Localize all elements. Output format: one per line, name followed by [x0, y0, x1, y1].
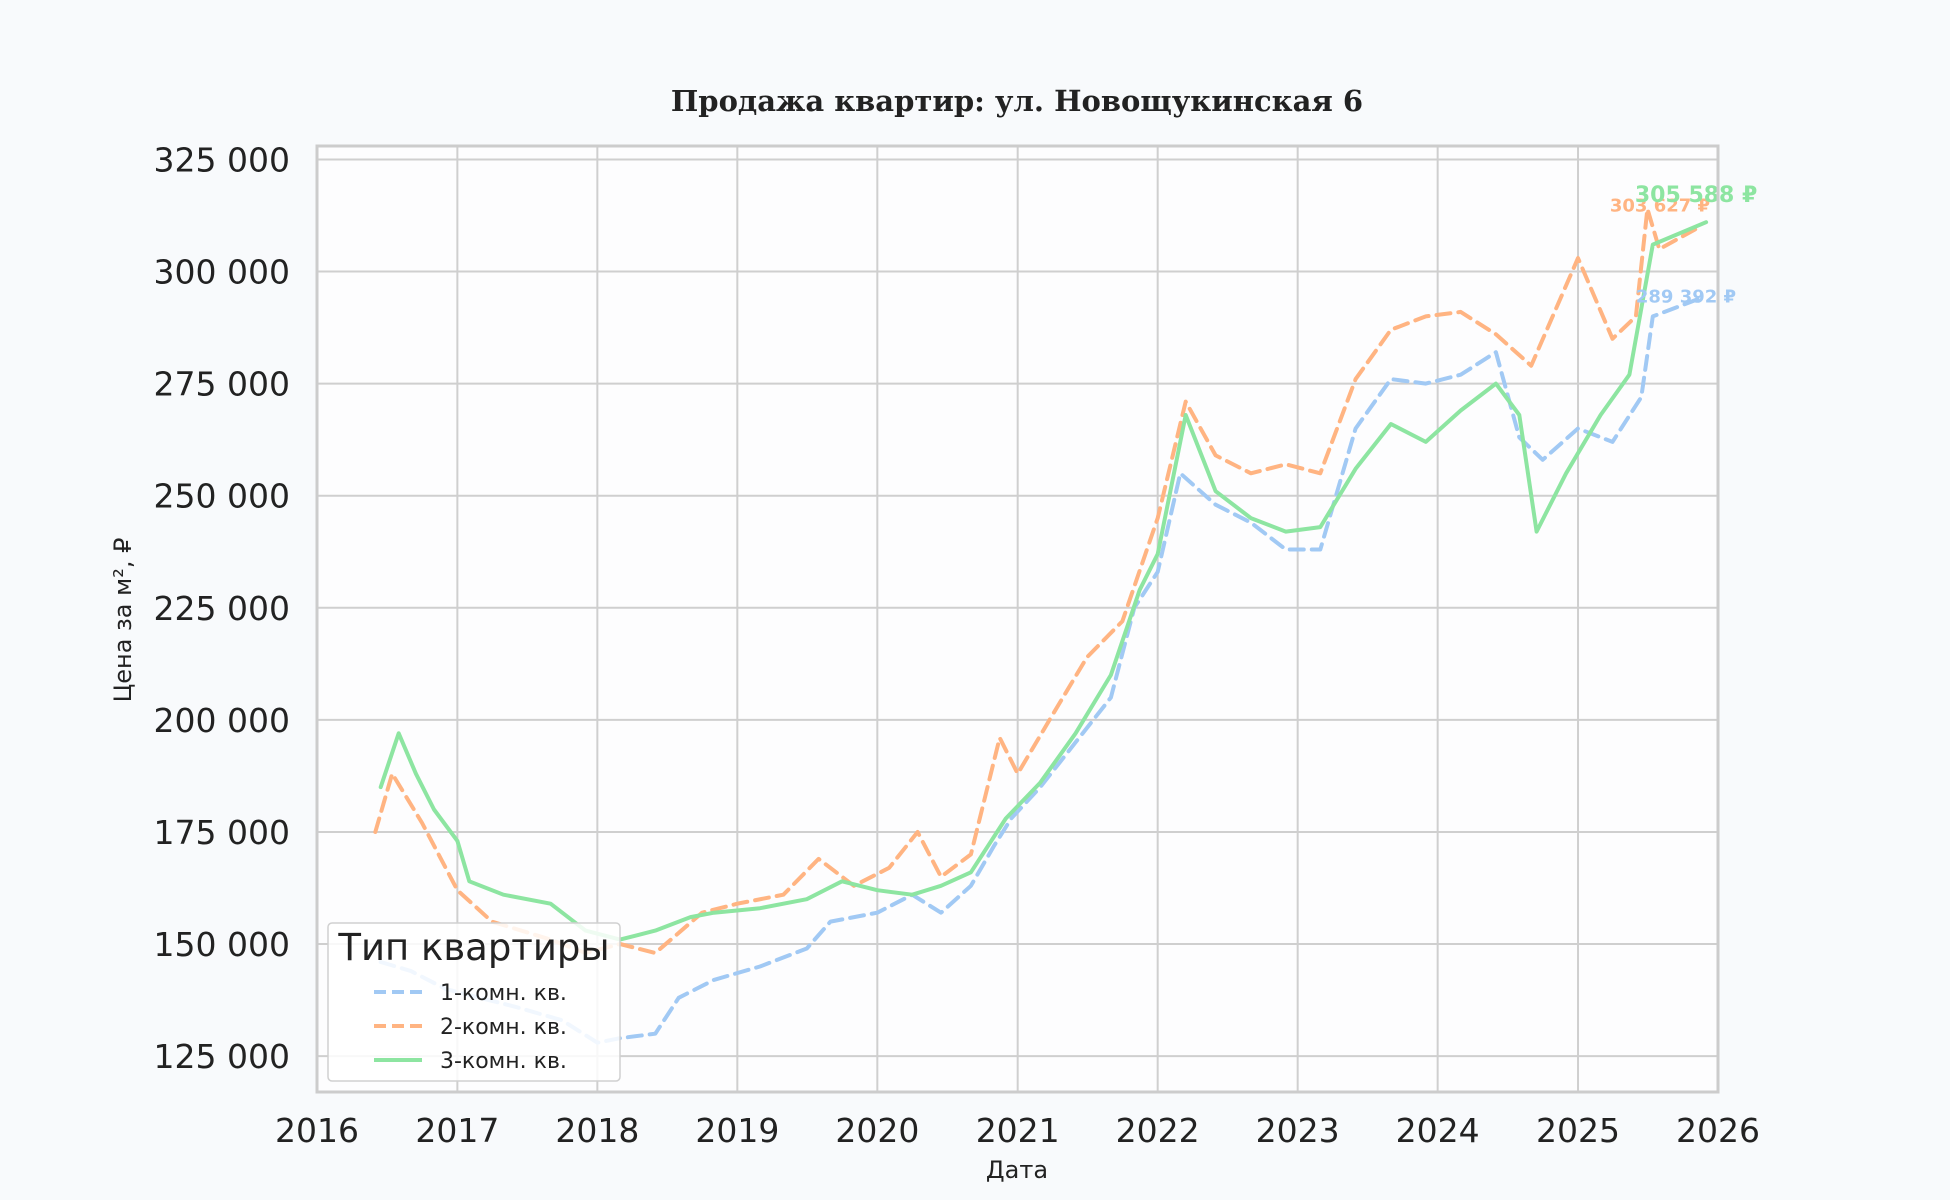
x-tick-label: 2016: [275, 1111, 359, 1150]
y-tick-label: 300 000: [154, 253, 290, 292]
y-tick-label: 125 000: [154, 1037, 290, 1076]
x-tick-label: 2024: [1396, 1111, 1480, 1150]
x-tick-label: 2020: [835, 1111, 919, 1150]
y-tick-label: 225 000: [154, 589, 290, 628]
end-labels: 289 392 ₽ 303 627 ₽305 588 ₽: [1610, 183, 1757, 307]
y-axis-label: Цена за м², ₽: [109, 538, 137, 703]
x-tick-label: 2018: [555, 1111, 639, 1150]
y-tick-label: 175 000: [154, 813, 290, 852]
legend-label-3: 3-комн. кв.: [440, 1049, 567, 1074]
end-label-series-1: 289 392 ₽: [1636, 286, 1736, 307]
x-tick-label: 2025: [1536, 1111, 1620, 1150]
legend-label-1: 1-комн. кв.: [440, 981, 567, 1006]
y-tick-label: 325 000: [154, 140, 290, 179]
chart-title: Продажа квартир: ул. Новощукинская 6: [671, 84, 1363, 118]
legend-items: 1-комн. кв. 2-комн. кв. 3-комн. кв.: [374, 981, 567, 1074]
legend-label-2: 2-комн. кв.: [440, 1015, 567, 1040]
legend: Тип квартиры 1-комн. кв. 2-комн. кв. 3-ком…: [327, 922, 621, 1082]
y-tick-label: 200 000: [154, 701, 290, 740]
end-label-series-3: 305 588 ₽: [1635, 183, 1757, 208]
series-line-3: [378, 220, 1709, 942]
y-tick-label: 250 000: [154, 477, 290, 516]
x-tick-label: 2023: [1256, 1111, 1340, 1150]
legend-title: Тип квартиры: [337, 926, 609, 969]
x-tick-label: 2017: [415, 1111, 499, 1150]
y-axis-ticks: 125 000 150 000 175 000 200 000 225 000 250 0…: [154, 140, 290, 1076]
y-tick-label: 150 000: [154, 925, 290, 964]
legend-box: [327, 922, 621, 1082]
plot-frame: [315, 144, 1720, 1094]
y-tick-label: 275 000: [154, 365, 290, 404]
x-tick-label: 2026: [1676, 1111, 1760, 1150]
end-label-series-2: 303 627 ₽: [1610, 196, 1710, 217]
x-tick-label: 2022: [1116, 1111, 1200, 1150]
x-axis-ticks: 2016 2017 2018 2019 2020 2021 2022 2023 2024 2025…: [275, 1111, 1760, 1150]
x-tick-label: 2019: [695, 1111, 779, 1150]
x-axis-label: Дата: [986, 1156, 1048, 1184]
x-tick-label: 2021: [976, 1111, 1060, 1150]
